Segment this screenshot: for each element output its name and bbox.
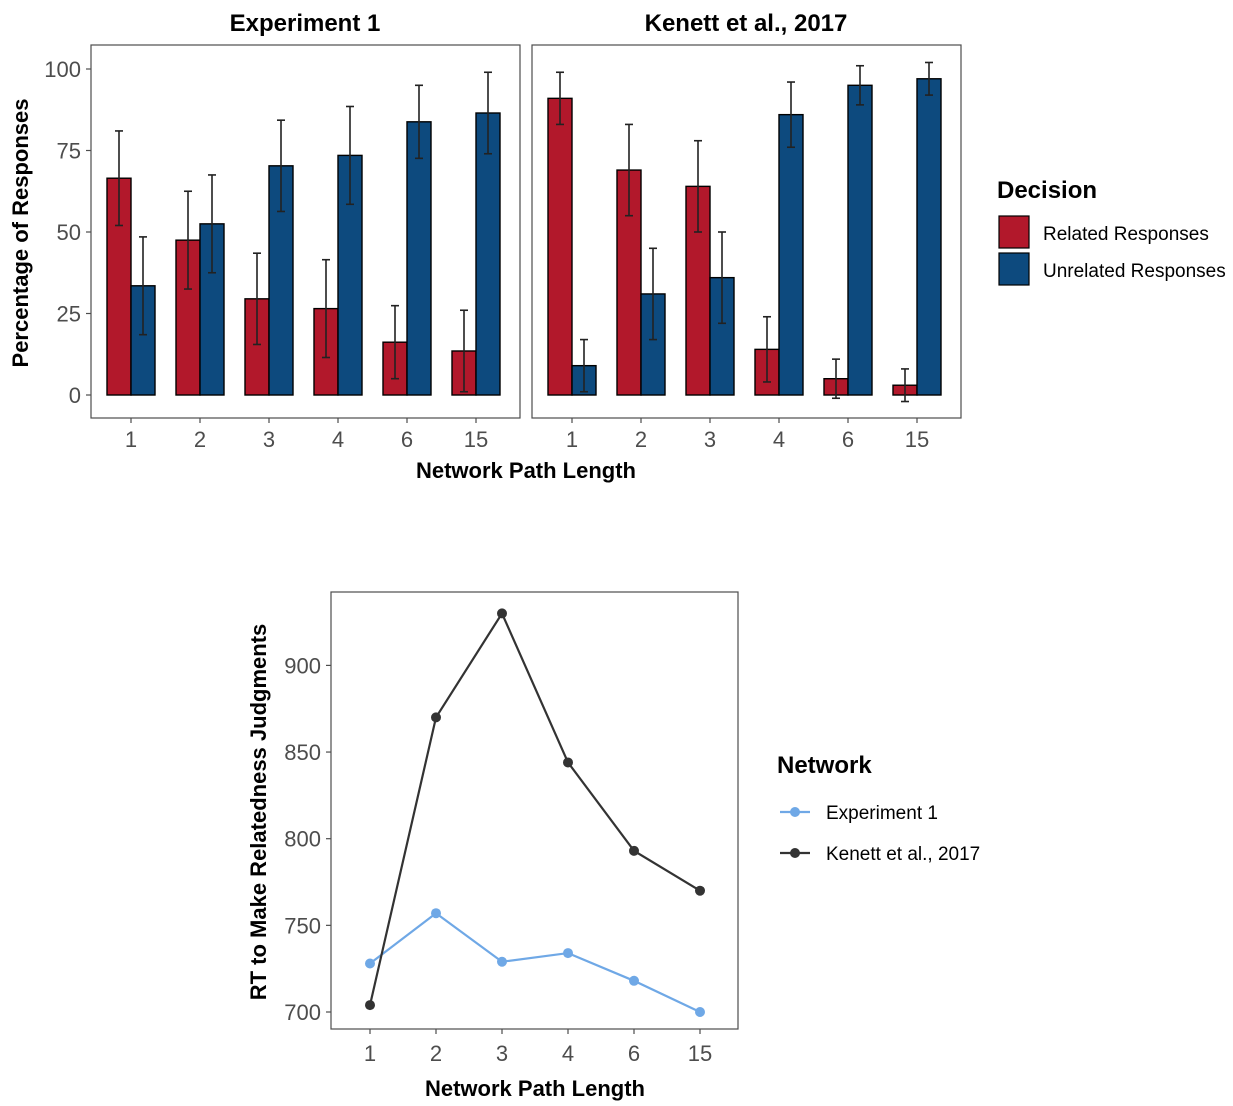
bar-x-tick-label: 6 bbox=[401, 427, 413, 452]
data-point-kenett-et-al-2017 bbox=[365, 1000, 375, 1011]
bar-x-tick-label: 15 bbox=[905, 427, 929, 452]
line-y-axis-title: RT to Make Relatedness Judgments bbox=[246, 624, 271, 1001]
decision-legend: Decision Related Responses Unrelated Res… bbox=[997, 177, 1226, 286]
panel-title-experiment-1: Experiment 1 bbox=[230, 10, 381, 37]
bar-y-tick-label: 50 bbox=[57, 220, 81, 245]
bar-x-tick-label: 3 bbox=[704, 427, 716, 452]
line-x-tick-label: 4 bbox=[562, 1041, 574, 1066]
panel-title-kenett-2017: Kenett et al., 2017 bbox=[645, 10, 848, 37]
bar-unrelated-responses bbox=[847, 84, 873, 396]
bar-x-tick-label: 4 bbox=[773, 427, 785, 452]
bar-x-tick-label: 15 bbox=[464, 427, 488, 452]
panel-kenett-2017-marks bbox=[547, 61, 942, 403]
data-point-experiment-1 bbox=[365, 958, 375, 969]
legend-label-related: Related Responses bbox=[1043, 224, 1209, 245]
bar-y-axis-title: Percentage of Responses bbox=[8, 99, 33, 368]
data-point-kenett-et-al-2017 bbox=[563, 757, 573, 768]
bar-x-tick-label: 1 bbox=[125, 427, 137, 452]
line-y-tick-label: 900 bbox=[284, 653, 321, 678]
line-x-tick-label: 15 bbox=[688, 1041, 712, 1066]
data-point-experiment-1 bbox=[431, 908, 441, 919]
line-y-tick-label: 700 bbox=[284, 1000, 321, 1025]
bar-y-tick-label: 25 bbox=[57, 302, 81, 327]
bar-x-axis-title: Network Path Length bbox=[416, 458, 636, 483]
series-line-kenett-et-al-2017 bbox=[368, 611, 701, 1006]
bar-y-tick-label: 0 bbox=[69, 383, 81, 408]
line-y-tick-label: 750 bbox=[284, 913, 321, 938]
line-x-tick-label: 6 bbox=[628, 1041, 640, 1066]
series-line-experiment-1 bbox=[369, 911, 701, 1013]
data-point-kenett-et-al-2017 bbox=[497, 608, 507, 619]
panel-frame-kenett-2017 bbox=[531, 44, 962, 419]
line-x-axis: 1 2 3 4 6 15 bbox=[364, 1029, 712, 1066]
panel-kenett-2017: Kenett et al., 2017 1 2 3 4 6 15 bbox=[531, 10, 962, 452]
legend-swatch-related bbox=[998, 215, 1030, 249]
line-y-tick-label: 800 bbox=[284, 827, 321, 852]
legend-label-experiment-1: Experiment 1 bbox=[826, 803, 938, 824]
bar-unrelated-responses bbox=[916, 78, 942, 396]
line-chart: RT to Make Relatedness Judgments Network… bbox=[246, 591, 980, 1101]
decision-legend-title: Decision bbox=[997, 177, 1097, 204]
legend-point-kenett-2017 bbox=[790, 848, 800, 858]
bar-y-tick-label: 75 bbox=[57, 139, 81, 164]
line-x-tick-label: 1 bbox=[364, 1041, 376, 1066]
legend-point-experiment-1 bbox=[790, 807, 800, 817]
panel-kenett-2017-x-axis: 1 2 3 4 6 15 bbox=[566, 418, 929, 452]
panel-experiment-1-x-axis: 1 2 3 4 6 15 bbox=[125, 418, 488, 452]
legend-label-unrelated: Unrelated Responses bbox=[1043, 261, 1226, 282]
bar-y-axis: 0 25 50 75 100 bbox=[44, 57, 91, 408]
panel-experiment-1: Experiment 1 1 2 3 4 6 15 bbox=[90, 10, 521, 452]
line-panel-frame bbox=[330, 591, 739, 1030]
data-point-experiment-1 bbox=[629, 975, 639, 986]
bar-x-tick-label: 2 bbox=[635, 427, 647, 452]
line-x-tick-label: 3 bbox=[496, 1041, 508, 1066]
data-point-kenett-et-al-2017 bbox=[431, 712, 441, 723]
data-point-experiment-1 bbox=[695, 1007, 705, 1017]
data-point-experiment-1 bbox=[563, 948, 573, 959]
network-legend-title: Network bbox=[777, 752, 872, 779]
data-point-kenett-et-al-2017 bbox=[695, 885, 705, 896]
data-point-experiment-1 bbox=[497, 956, 507, 967]
legend-swatch-unrelated bbox=[998, 252, 1030, 286]
bar-unrelated-responses bbox=[778, 113, 804, 396]
data-point-kenett-et-al-2017 bbox=[629, 845, 639, 856]
line-x-tick-label: 2 bbox=[430, 1041, 442, 1066]
line-x-axis-title: Network Path Length bbox=[425, 1076, 645, 1101]
network-legend: Network Experiment 1 Kenett et al., 2017 bbox=[777, 752, 980, 865]
bar-x-tick-label: 3 bbox=[263, 427, 275, 452]
bar-unrelated-responses bbox=[406, 121, 432, 396]
bar-chart: Percentage of Responses Network Path Len… bbox=[8, 10, 1226, 483]
panel-experiment-1-marks bbox=[106, 71, 501, 396]
bar-x-tick-label: 6 bbox=[842, 427, 854, 452]
line-chart-marks bbox=[365, 608, 705, 1017]
bar-x-tick-label: 1 bbox=[566, 427, 578, 452]
bar-x-tick-label: 2 bbox=[194, 427, 206, 452]
line-y-axis: 700 750 800 850 900 bbox=[284, 653, 331, 1025]
bar-y-tick-label: 100 bbox=[44, 57, 81, 82]
panel-frame-experiment-1 bbox=[90, 44, 521, 419]
bar-x-tick-label: 4 bbox=[332, 427, 344, 452]
line-y-tick-label: 850 bbox=[284, 740, 321, 765]
bar-related-responses bbox=[547, 97, 573, 396]
legend-label-kenett-2017: Kenett et al., 2017 bbox=[826, 844, 980, 865]
bar-unrelated-responses bbox=[475, 112, 501, 396]
